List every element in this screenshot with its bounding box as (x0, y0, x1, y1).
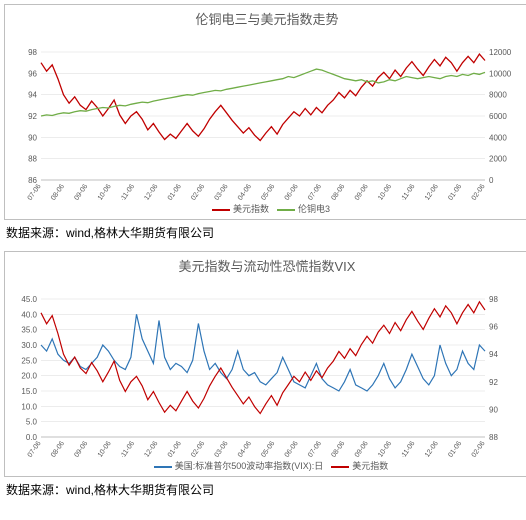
svg-text:92: 92 (489, 378, 498, 387)
svg-text:6000: 6000 (489, 112, 507, 121)
svg-text:90: 90 (489, 405, 498, 414)
svg-text:2021-10-06: 2021-10-06 (367, 183, 393, 200)
svg-text:98: 98 (28, 48, 37, 57)
svg-text:10.0: 10.0 (21, 402, 37, 411)
svg-text:96: 96 (489, 323, 498, 332)
source-2: 数据来源：wind,格林大华期货有限公司 (6, 481, 526, 498)
svg-text:8000: 8000 (489, 91, 507, 100)
chart-copper-usd: 伦铜电三与美元指数走势 8688909294969802000400060008… (4, 4, 526, 220)
svg-text:4000: 4000 (489, 133, 507, 142)
svg-text:2020-08-06: 2020-08-06 (40, 440, 66, 457)
chart2-title: 美元指数与流动性恐慌指数VIX (5, 252, 526, 277)
svg-text:98: 98 (489, 295, 498, 304)
svg-text:2022-02-06: 2022-02-06 (460, 440, 486, 457)
svg-text:2021-01-06: 2021-01-06 (157, 440, 183, 457)
svg-text:2021-04-06: 2021-04-06 (227, 440, 253, 457)
svg-text:92: 92 (28, 112, 37, 121)
svg-text:2020-09-06: 2020-09-06 (63, 183, 89, 200)
source-1: 数据来源：wind,格林大华期货有限公司 (6, 224, 526, 241)
svg-text:2020-11-06: 2020-11-06 (110, 440, 136, 457)
svg-text:2020-07-06: 2020-07-06 (16, 440, 42, 457)
svg-text:2020-10-06: 2020-10-06 (86, 440, 112, 457)
svg-text:2022-01-06: 2022-01-06 (437, 440, 463, 457)
svg-text:2022-01-06: 2022-01-06 (437, 183, 463, 200)
svg-text:15.0: 15.0 (21, 387, 37, 396)
chart1-plot: 8688909294969802000400060008000100001200… (5, 30, 521, 200)
svg-text:2021-10-06: 2021-10-06 (367, 440, 393, 457)
svg-text:2021-09-06: 2021-09-06 (344, 440, 370, 457)
chart2-plot: 0.05.010.015.020.025.030.035.040.045.088… (5, 277, 521, 457)
svg-text:2000: 2000 (489, 155, 507, 164)
svg-text:0: 0 (489, 176, 494, 185)
svg-text:2021-11-06: 2021-11-06 (391, 183, 417, 200)
svg-text:2021-03-06: 2021-03-06 (203, 440, 229, 457)
svg-text:2020-12-06: 2020-12-06 (133, 440, 159, 457)
svg-text:45.0: 45.0 (21, 295, 37, 304)
svg-text:2021-12-06: 2021-12-06 (414, 183, 440, 200)
svg-text:5.0: 5.0 (26, 418, 38, 427)
svg-text:2021-01-06: 2021-01-06 (157, 183, 183, 200)
svg-text:2021-02-06: 2021-02-06 (180, 440, 206, 457)
svg-text:88: 88 (489, 433, 498, 442)
svg-text:20.0: 20.0 (21, 372, 37, 381)
svg-text:2021-03-06: 2021-03-06 (203, 183, 229, 200)
svg-text:40.0: 40.0 (21, 310, 37, 319)
chart1-title: 伦铜电三与美元指数走势 (5, 5, 526, 30)
svg-text:2021-05-06: 2021-05-06 (250, 440, 276, 457)
svg-text:12000: 12000 (489, 48, 512, 57)
svg-text:2020-11-06: 2020-11-06 (110, 183, 136, 200)
svg-text:94: 94 (28, 91, 37, 100)
svg-text:2020-12-06: 2020-12-06 (133, 183, 159, 200)
svg-text:2021-02-06: 2021-02-06 (180, 183, 206, 200)
svg-text:2021-05-06: 2021-05-06 (250, 183, 276, 200)
chart-usd-vix: 美元指数与流动性恐慌指数VIX 0.05.010.015.020.025.030… (4, 251, 526, 477)
svg-text:2021-08-06: 2021-08-06 (320, 440, 346, 457)
svg-text:10000: 10000 (489, 69, 512, 78)
chart2-legend: 美国:标准普尔500波动率指数(VIX):日美元指数 (5, 457, 526, 476)
svg-text:2021-06-06: 2021-06-06 (273, 440, 299, 457)
svg-text:90: 90 (28, 133, 37, 142)
svg-text:2021-09-06: 2021-09-06 (344, 183, 370, 200)
svg-text:2021-07-06: 2021-07-06 (297, 183, 323, 200)
svg-text:2020-09-06: 2020-09-06 (63, 440, 89, 457)
svg-text:2021-07-06: 2021-07-06 (297, 440, 323, 457)
svg-text:2021-06-06: 2021-06-06 (273, 183, 299, 200)
chart1-legend: 美元指数伦铜电3 (5, 200, 526, 219)
svg-text:94: 94 (489, 350, 498, 359)
svg-text:30.0: 30.0 (21, 341, 37, 350)
svg-text:2021-08-06: 2021-08-06 (320, 183, 346, 200)
svg-text:2020-10-06: 2020-10-06 (86, 183, 112, 200)
svg-text:2022-02-06: 2022-02-06 (460, 183, 486, 200)
svg-text:96: 96 (28, 69, 37, 78)
svg-text:2021-12-06: 2021-12-06 (414, 440, 440, 457)
svg-text:2021-04-06: 2021-04-06 (227, 183, 253, 200)
svg-text:2020-08-06: 2020-08-06 (40, 183, 66, 200)
svg-text:88: 88 (28, 155, 37, 164)
svg-text:2021-11-06: 2021-11-06 (391, 440, 417, 457)
svg-text:35.0: 35.0 (21, 326, 37, 335)
svg-text:2020-07-06: 2020-07-06 (16, 183, 42, 200)
svg-text:25.0: 25.0 (21, 356, 37, 365)
